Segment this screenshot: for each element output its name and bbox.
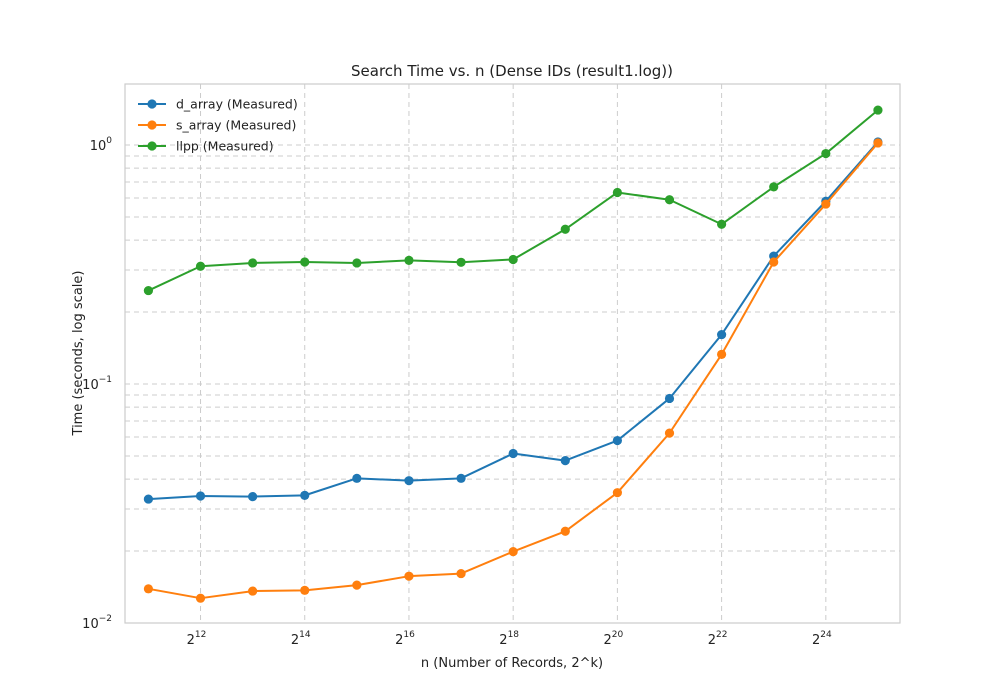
data-point <box>508 448 518 459</box>
x-tick-label: 224 <box>812 630 832 648</box>
data-point <box>664 428 675 438</box>
data-point <box>300 490 310 500</box>
data-point <box>352 258 362 268</box>
series-1 <box>143 138 883 603</box>
x-tick-label: 220 <box>604 630 624 648</box>
data-point <box>352 580 362 590</box>
data-point <box>143 584 154 594</box>
legend-label: llpp (Measured) <box>176 139 274 154</box>
data-point <box>873 138 883 148</box>
data-point <box>717 219 727 229</box>
data-point <box>248 258 258 268</box>
y-tick-label: 100 <box>90 136 113 154</box>
data-point <box>456 473 466 483</box>
data-point <box>143 494 154 504</box>
legend-label: s_array (Measured) <box>176 118 296 133</box>
x-axis-label: n (Number of Records, 2^k) <box>421 656 603 671</box>
data-point <box>456 257 466 267</box>
data-point <box>508 546 518 557</box>
x-tick-label: 222 <box>708 630 728 648</box>
legend-marker <box>147 141 157 151</box>
data-point <box>821 199 831 209</box>
data-point <box>560 526 570 536</box>
data-point <box>612 187 622 198</box>
data-point <box>717 329 727 340</box>
data-point <box>195 261 206 271</box>
series-layer <box>143 105 883 603</box>
data-point <box>821 148 831 159</box>
data-point <box>248 491 258 502</box>
data-point <box>456 568 466 579</box>
x-tick-label: 212 <box>187 630 207 648</box>
data-point <box>612 488 622 498</box>
data-point <box>248 586 258 596</box>
y-axis-label: Time (seconds, log scale) <box>71 271 86 437</box>
legend-entry: d_array (Measured) <box>138 97 298 112</box>
data-point <box>404 476 414 486</box>
data-point <box>560 224 570 234</box>
data-point <box>717 349 727 360</box>
data-point <box>664 195 675 205</box>
y-tick-label: 10−2 <box>82 614 112 632</box>
series-2 <box>143 105 883 296</box>
data-point <box>143 285 154 296</box>
x-tick-label: 214 <box>291 630 311 648</box>
legend-entry: llpp (Measured) <box>138 139 274 154</box>
legend-entry: s_array (Measured) <box>138 118 296 133</box>
chart-title: Search Time vs. n (Dense IDs (result1.lo… <box>351 62 673 80</box>
data-point <box>769 182 779 192</box>
data-point <box>560 456 570 466</box>
data-point <box>612 435 622 446</box>
tick-labels: 212 214 216 218 220 222 224 10−2 10−1 100 <box>82 136 832 648</box>
x-tick-label: 216 <box>395 630 415 648</box>
legend: d_array (Measured) s_array (Measured) llpp… <box>138 97 298 154</box>
data-point <box>873 105 883 115</box>
legend-marker <box>147 99 157 109</box>
data-point <box>195 491 206 501</box>
data-point <box>300 585 310 595</box>
legend-label: d_array (Measured) <box>176 97 298 112</box>
y-tick-label: 10−1 <box>82 375 112 393</box>
data-point <box>508 254 518 265</box>
data-point <box>300 257 310 267</box>
plot-frame <box>124 83 901 624</box>
data-point <box>404 571 414 581</box>
data-point <box>769 257 779 267</box>
data-point <box>404 255 414 265</box>
legend-marker <box>147 120 157 130</box>
data-point <box>195 593 206 603</box>
x-tick-label: 218 <box>499 630 519 648</box>
data-point <box>352 473 362 483</box>
data-point <box>664 393 675 404</box>
grid <box>125 84 900 624</box>
